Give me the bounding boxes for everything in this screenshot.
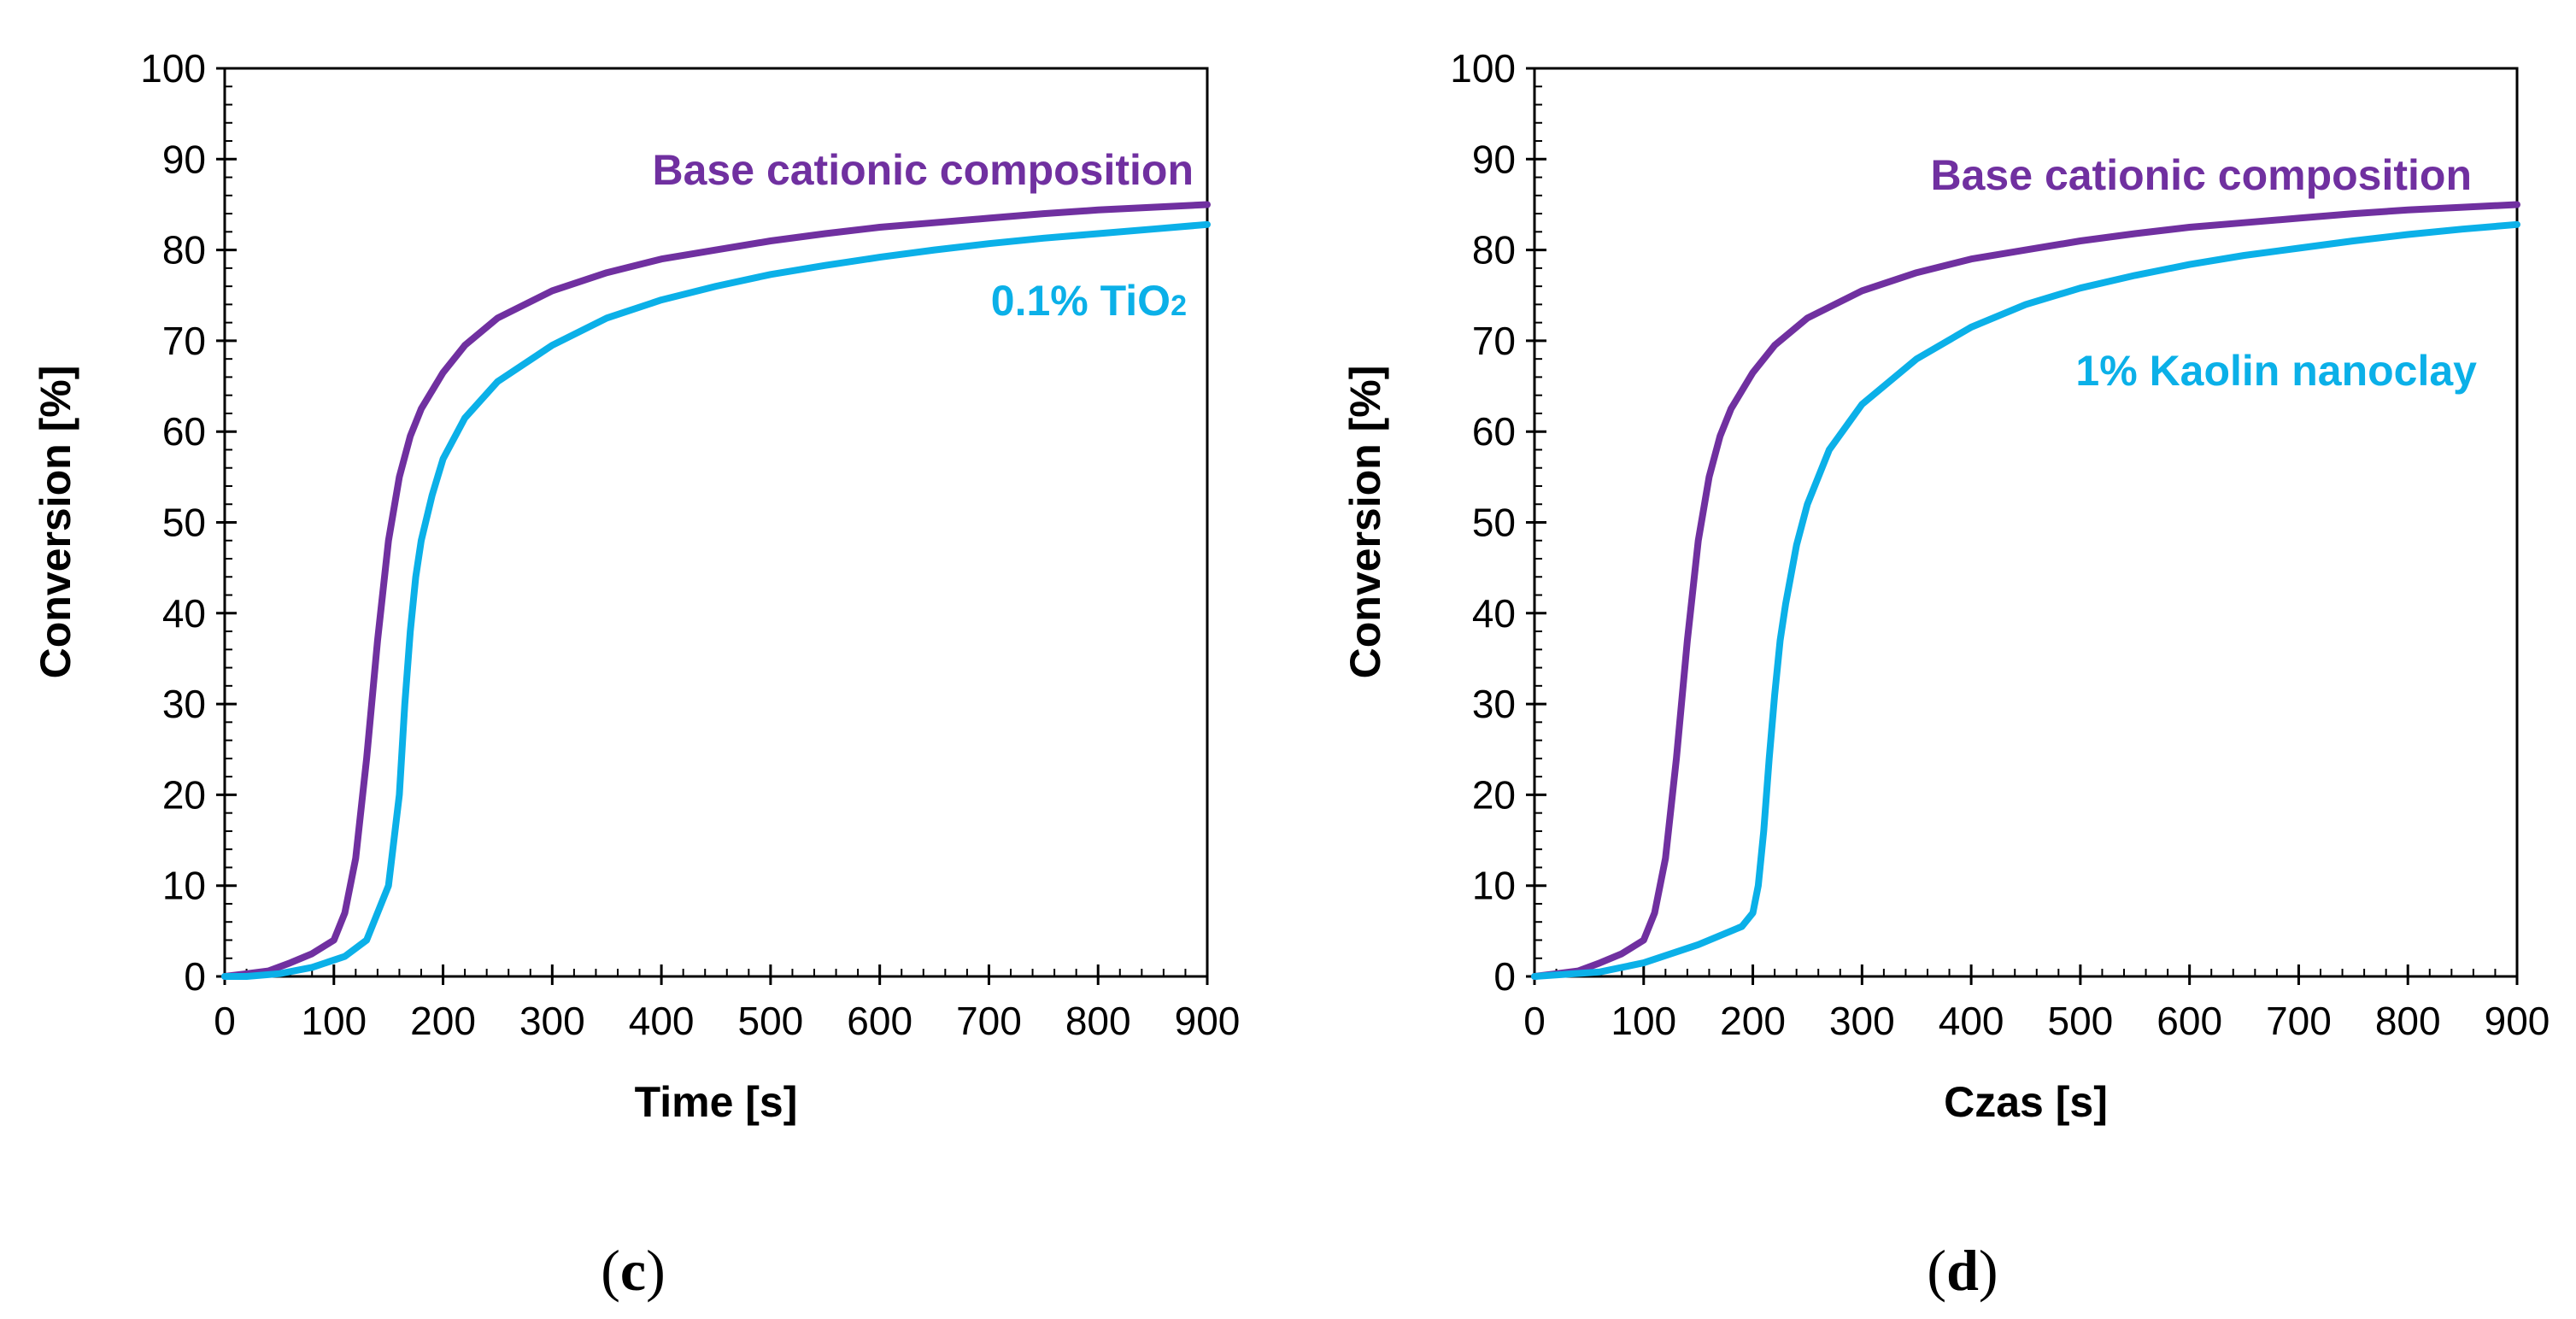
chart-d-legend-additive: 1% Kaolin nanoclay — [2075, 347, 2477, 395]
y-tick-label: 100 — [1450, 46, 1516, 91]
chart-panel-d: 0 10 20 30 40 50 60 70 80 90 100 0 100 200 300 400 500 6… — [1288, 0, 2576, 1319]
y-tick-label: 90 — [1472, 137, 1516, 181]
y-tick-label: 60 — [162, 409, 206, 454]
y-tick-label: 30 — [162, 682, 206, 726]
chart-d-panel-label: (d) — [1927, 1238, 1998, 1303]
y-tick-label: 70 — [1472, 319, 1516, 363]
x-tick-label: 400 — [629, 999, 695, 1043]
x-tick-label: 700 — [956, 999, 1022, 1043]
chart-d-plot-frame — [1533, 67, 2519, 978]
x-tick-label: 500 — [738, 999, 804, 1043]
y-tick-label: 50 — [1472, 501, 1516, 545]
chart-d-minor-ticks — [1534, 67, 2518, 977]
chart-d-x-axis-title: Czas [s] — [1944, 1078, 2108, 1126]
chart-c-legend-base: Base cationic composition — [653, 146, 1194, 194]
x-tick-label: 0 — [1523, 999, 1546, 1043]
chart-d-major-ticks — [1526, 67, 2519, 985]
chart-c-plot-frame — [223, 67, 1209, 978]
chart-c-legend-additive-sub: 2 — [1171, 290, 1187, 322]
x-tick-label: 300 — [1829, 999, 1895, 1043]
y-tick-label: 90 — [162, 137, 206, 181]
chart-d-legend-base: Base cationic composition — [1931, 151, 2472, 199]
y-tick-label: 10 — [1472, 864, 1516, 908]
chart-d-y-axis-title: Conversion [%] — [1341, 366, 1389, 679]
chart-c-x-axis-title: Time [s] — [635, 1078, 798, 1126]
y-tick-label: 0 — [1493, 954, 1516, 999]
x-tick-label: 900 — [1175, 999, 1241, 1043]
y-tick-label: 30 — [1472, 682, 1516, 726]
x-tick-label: 0 — [214, 999, 236, 1043]
chart-c-x-tick-labels: 0 100 200 300 400 500 600 700 800 900 — [214, 999, 1240, 1043]
chart-c-legend-additive-main: 0.1% TiO — [991, 277, 1171, 325]
chart-panel-c: 0 10 20 30 40 50 60 70 80 90 100 0 100 200 300 400 500 6… — [32, 46, 1240, 1303]
x-tick-label: 700 — [2266, 999, 2332, 1043]
x-tick-label: 200 — [1720, 999, 1786, 1043]
chart-c-minor-ticks — [224, 67, 1208, 977]
x-tick-label: 600 — [847, 999, 912, 1043]
chart-d-series — [1531, 201, 2520, 980]
x-tick-label: 900 — [2485, 999, 2550, 1043]
y-tick-label: 50 — [162, 501, 206, 545]
y-tick-label: 70 — [162, 319, 206, 363]
y-tick-label: 20 — [1472, 772, 1516, 817]
y-tick-label: 100 — [140, 46, 206, 91]
x-tick-label: 800 — [1065, 999, 1131, 1043]
y-tick-label: 80 — [162, 228, 206, 273]
x-tick-label: 100 — [301, 999, 367, 1043]
x-tick-label: 300 — [519, 999, 585, 1043]
chart-d-x-tick-labels: 0 100 200 300 400 500 600 700 800 900 — [1523, 999, 2550, 1043]
chart-c-series-additive — [221, 220, 1211, 980]
y-tick-label: 20 — [162, 772, 206, 817]
chart-c-panel-label: (c) — [601, 1238, 666, 1303]
chart-c-series-base — [221, 201, 1211, 980]
chart-d-y-tick-labels: 0 10 20 30 40 50 60 70 80 90 100 — [1450, 46, 1516, 999]
y-tick-label: 40 — [1472, 591, 1516, 636]
x-tick-label: 200 — [410, 999, 476, 1043]
chart-c-svg: 0 10 20 30 40 50 60 70 80 90 100 0 100 200 300 400 500 6… — [32, 46, 1240, 1303]
y-tick-label: 80 — [1472, 228, 1516, 273]
x-tick-label: 800 — [2375, 999, 2441, 1043]
x-tick-label: 100 — [1611, 999, 1676, 1043]
chart-d-series-additive — [1531, 220, 2520, 980]
y-tick-label: 10 — [162, 864, 206, 908]
chart-c-y-axis-title: Conversion [%] — [32, 366, 79, 679]
chart-c-y-tick-labels: 0 10 20 30 40 50 60 70 80 90 100 — [140, 46, 206, 999]
x-tick-label: 400 — [1939, 999, 2004, 1043]
chart-d-svg: 0 10 20 30 40 50 60 70 80 90 100 0 100 200 300 400 500 6… — [1341, 46, 2550, 1303]
chart-c-series — [221, 201, 1211, 980]
y-tick-label: 0 — [184, 954, 206, 999]
chart-c-major-ticks — [216, 67, 1209, 985]
y-tick-label: 40 — [162, 591, 206, 636]
chart-d-series-base — [1531, 201, 2520, 980]
chart-c-legend-additive: 0.1% TiO2 — [991, 277, 1187, 325]
y-tick-label: 60 — [1472, 409, 1516, 454]
x-tick-label: 500 — [2048, 999, 2114, 1043]
x-tick-label: 600 — [2156, 999, 2222, 1043]
